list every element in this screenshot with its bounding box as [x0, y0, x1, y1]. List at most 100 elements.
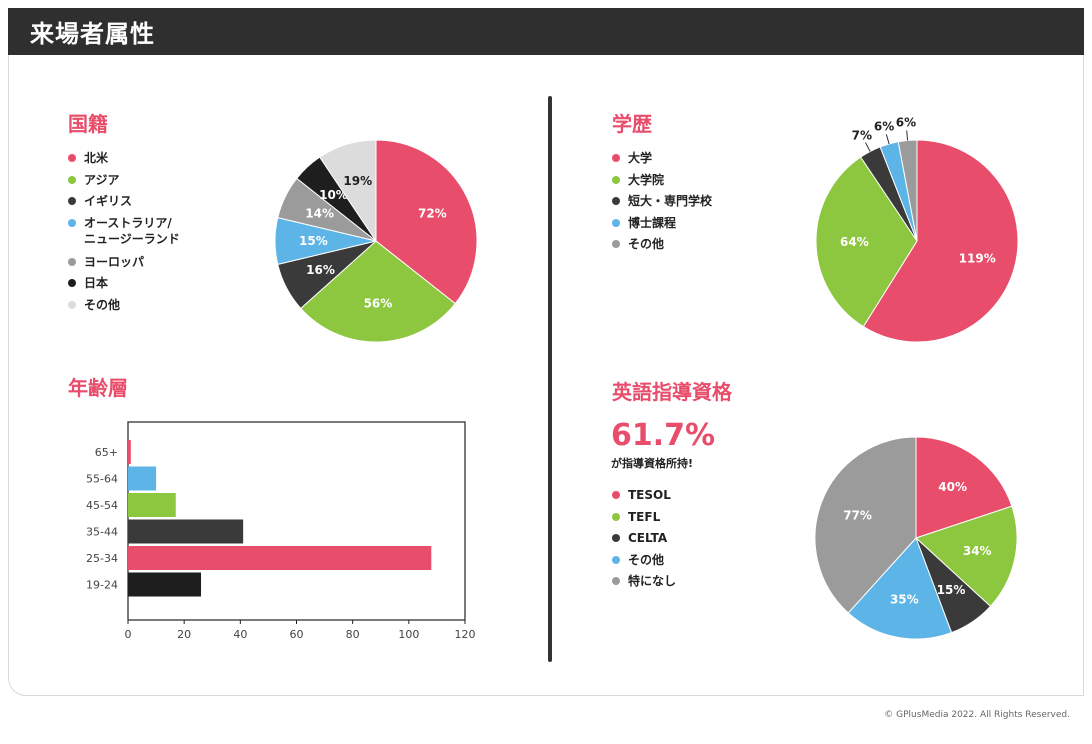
age-title: 年齢層 — [68, 376, 128, 400]
legend-label: CELTA — [628, 531, 668, 545]
pie-data-label: 14% — [305, 207, 334, 221]
y-tick-label: 25-34 — [86, 552, 118, 565]
copyright-text: © GPlusMedia 2022. All Rights Reserved. — [884, 710, 1070, 720]
legend-label: その他 — [628, 237, 665, 251]
legend-dot-icon — [68, 154, 76, 162]
legend-item: イギリス — [68, 193, 180, 215]
y-tick-label: 65+ — [95, 446, 118, 459]
pie-slice — [815, 156, 918, 328]
qualification-stat: 61.7% — [611, 418, 716, 453]
pie-data-label: 16% — [306, 263, 335, 277]
legend-dot-icon — [612, 555, 620, 564]
legend-item: 日本 — [68, 275, 180, 297]
legend-dot-icon — [68, 197, 76, 205]
legend-dot-icon — [612, 534, 620, 542]
legend-dot-icon — [612, 218, 620, 227]
legend-item: 大学 — [612, 150, 712, 172]
legend-item: 短大・専門学校 — [612, 193, 712, 215]
legend-label: アジア — [84, 172, 120, 187]
pie-data-label: 6% — [874, 120, 894, 134]
y-tick-label: 55-64 — [86, 473, 118, 486]
legend-label: 特になし — [628, 574, 677, 588]
legend-label: TEFL — [628, 509, 661, 524]
column-divider — [548, 96, 552, 662]
pie-data-label: 72% — [418, 207, 447, 221]
pie-slice — [319, 139, 377, 243]
qualification-title: 英語指導資格 — [612, 380, 732, 404]
legend-label: その他 — [84, 297, 121, 312]
x-tick-label: 120 — [455, 628, 476, 641]
x-tick-label: 40 — [233, 628, 247, 641]
legend-dot-icon — [612, 197, 620, 205]
x-tick-label: 20 — [177, 628, 191, 641]
pie-data-label: 15% — [937, 583, 966, 597]
pie-slice — [897, 139, 918, 242]
legend-item: その他 — [68, 297, 180, 319]
y-tick-label: 35-44 — [86, 526, 118, 539]
legend-dot-icon — [612, 240, 620, 248]
pie-data-label: 15% — [299, 234, 328, 248]
qualification-pie-chart: 40% 34% 15% 35% 77% — [814, 436, 1018, 640]
legend-label: ヨーロッパ — [84, 254, 145, 269]
legend-dot-icon — [68, 300, 76, 309]
legend-item: 博士課程 — [612, 215, 712, 237]
legend-label: オーストラリア/ — [84, 215, 172, 230]
nationality-pie-chart: 72% 56% 16% 15% 14% 10%19% — [274, 139, 478, 343]
legend-dot-icon — [68, 218, 76, 227]
legend-item: オーストラリア/ニュージーランド — [68, 215, 180, 254]
pie-slice — [915, 436, 1013, 539]
x-tick-label: 60 — [290, 628, 304, 641]
legend-item: アジア — [68, 172, 180, 194]
pie-label-leader — [865, 142, 871, 152]
legend-dot-icon — [612, 512, 620, 521]
pie-slice — [915, 505, 1018, 607]
y-tick-label: 19-24 — [86, 579, 118, 592]
bar — [128, 440, 131, 464]
pie-label-leader — [885, 134, 890, 145]
page-title: 来場者属性 — [30, 20, 155, 48]
qualification-legend: TESOL TEFL CELTA その他 特になし — [612, 487, 676, 595]
x-tick-label: 0 — [125, 628, 132, 641]
pie-data-label: 34% — [963, 544, 992, 558]
legend-label: イギリス — [84, 194, 133, 208]
legend-label: 大学 — [628, 151, 653, 165]
pie-data-label: 40% — [938, 480, 967, 494]
legend-item: ヨーロッパ — [68, 254, 180, 276]
pie-data-label: 119% — [959, 251, 996, 265]
pie-slice — [814, 436, 917, 614]
pie-data-label: 77% — [843, 509, 872, 523]
legend-label: TESOL — [628, 488, 671, 502]
legend-label: 北米 — [84, 151, 109, 165]
education-title: 学歴 — [612, 112, 652, 136]
legend-item: 北米 — [68, 150, 180, 172]
legend-label: 大学院 — [628, 172, 665, 187]
legend-dot-icon — [612, 491, 620, 499]
bar — [128, 519, 244, 544]
legend-item: CELTA — [612, 530, 676, 552]
legend-item: その他 — [612, 236, 712, 258]
legend-label-line2: ニュージーランド — [84, 231, 180, 246]
legend-dot-icon — [68, 175, 76, 184]
pie-slice — [375, 139, 478, 305]
pie-data-label: 64% — [840, 235, 869, 249]
page-header: 来場者属性 — [8, 8, 1084, 55]
legend-item: TESOL — [612, 487, 676, 509]
legend-dot-icon — [612, 577, 620, 585]
pie-data-label: 10% — [319, 188, 348, 202]
legend-item: その他 — [612, 552, 676, 574]
pie-slice — [847, 537, 953, 640]
pie-slice — [300, 240, 456, 343]
legend-label: 日本 — [84, 276, 109, 290]
pie-data-label: 35% — [890, 593, 919, 607]
education-pie-chart: 119%64%7%6% 6% — [815, 116, 1019, 343]
legend-item: 特になし — [612, 573, 676, 595]
legend-item: 大学院 — [612, 172, 712, 194]
pie-data-label: 56% — [364, 297, 393, 311]
pie-data-label: 19% — [343, 174, 372, 188]
education-legend: 大学大学院短大・専門学校 博士課程 その他 — [612, 150, 712, 258]
pie-slice — [862, 139, 1019, 343]
legend-dot-icon — [612, 154, 620, 162]
legend-dot-icon — [68, 279, 76, 287]
qualification-stat-label: が指導資格所持! — [611, 457, 694, 470]
bar — [128, 493, 176, 517]
